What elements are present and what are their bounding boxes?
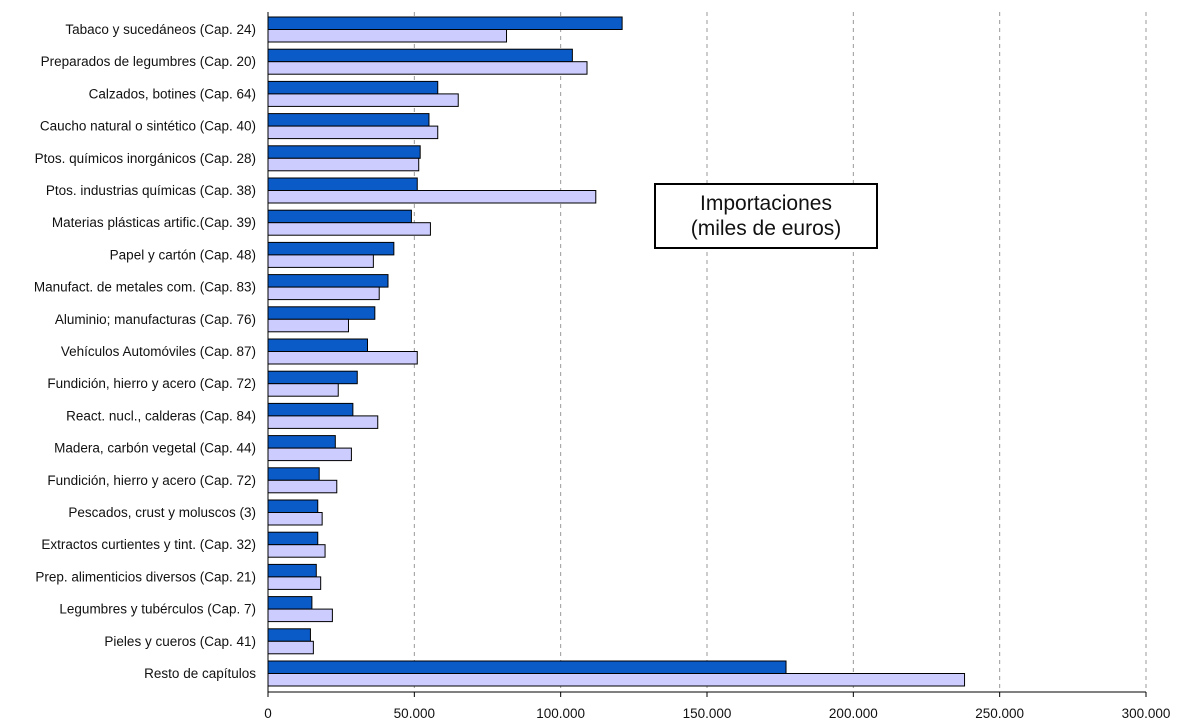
bar-series-1 — [267, 402, 354, 417]
bar-series-2 — [267, 576, 322, 590]
bar-series-1 — [267, 499, 319, 513]
category-label: Preparados de legumbres (Cap. 20) — [41, 54, 256, 69]
bar-series-1 — [267, 209, 412, 224]
bar-series-2 — [267, 640, 314, 655]
category-label: Madera, carbón vegetal (Cap. 44) — [54, 441, 256, 456]
bar-series-2 — [267, 447, 352, 462]
category-label: Pieles y cueros (Cap. 41) — [104, 634, 256, 649]
x-tick-label: 50.000 — [394, 706, 435, 720]
bar-series-1 — [267, 113, 430, 127]
axes — [267, 12, 1147, 697]
category-label: Vehículos Automóviles (Cap. 87) — [61, 344, 256, 359]
bar-series-1 — [267, 306, 376, 320]
category-label: Prep. alimenticios diversos (Cap. 21) — [35, 569, 256, 584]
bar-series-2 — [267, 254, 374, 268]
bar-series-1 — [267, 531, 319, 546]
category-label: Calzados, botines (Cap. 64) — [89, 86, 256, 101]
x-tick-label: 200.000 — [829, 706, 878, 720]
category-label: Tabaco y sucedáneos (Cap. 24) — [65, 22, 256, 37]
bar-series-2 — [267, 222, 431, 236]
bar-series-2 — [267, 157, 420, 172]
bar-series-2 — [267, 29, 508, 43]
bar-series-1 — [267, 16, 623, 30]
category-label: Ptos. químicos inorgánicos (Cap. 28) — [35, 151, 256, 166]
bar-series-2 — [267, 351, 418, 365]
bar-series-2 — [267, 318, 349, 333]
category-label: Papel y cartón (Cap. 48) — [110, 247, 256, 262]
category-label: Aluminio; manufacturas (Cap. 76) — [55, 312, 256, 327]
x-tick-label: 0 — [264, 706, 272, 720]
category-label: Caucho natural o sintético (Cap. 40) — [40, 119, 256, 134]
bar-series-1 — [267, 467, 320, 481]
bar-series-1 — [267, 660, 787, 674]
bar-series-1 — [267, 241, 395, 256]
gridlines — [413, 12, 1147, 692]
category-label: Fundición, hierro y acero (Cap. 72) — [47, 376, 256, 391]
bar-series-2 — [267, 383, 339, 397]
bar-series-2 — [267, 415, 379, 429]
category-label: Pescados, crust y moluscos (3) — [68, 505, 256, 520]
category-label: Legumbres y tubérculos (Cap. 7) — [59, 602, 256, 617]
bar-series-2 — [267, 544, 326, 558]
x-tick-label: 250.000 — [975, 706, 1024, 720]
bar-series-1 — [267, 145, 421, 159]
category-labels: Tabaco y sucedáneos (Cap. 24) Preparados … — [34, 22, 256, 681]
bar-series-2 — [267, 608, 333, 623]
x-tick-label: 100.000 — [536, 706, 585, 720]
chart-title-box: Importaciones (miles de euros) — [654, 183, 878, 249]
category-label: Fundición, hierro y acero (Cap. 72) — [47, 473, 256, 488]
bar-series-2 — [267, 61, 588, 75]
bar-series-2 — [267, 673, 966, 687]
chart-title-line-1: Importaciones — [700, 192, 832, 215]
bar-series-1 — [267, 338, 369, 352]
bar-series-2 — [267, 479, 338, 494]
chart-title-line-2: (miles de euros) — [690, 217, 842, 240]
category-label: Ptos. industrias químicas (Cap. 38) — [46, 183, 256, 198]
bar-series-2 — [267, 93, 459, 107]
bar-series-2 — [267, 512, 323, 526]
x-tick-label: 300.000 — [1122, 706, 1171, 720]
bar-series-1 — [267, 370, 358, 385]
bar-series-1 — [267, 80, 439, 95]
bar-series-1 — [267, 48, 573, 63]
x-tick-label: 150.000 — [683, 706, 732, 720]
bar-series-1 — [267, 596, 313, 610]
bar-series-1 — [267, 628, 311, 642]
bar-series-2 — [267, 286, 380, 301]
bars — [267, 16, 966, 687]
category-label: Materias plásticas artific.(Cap. 39) — [52, 215, 256, 230]
x-tick-labels: 0 50.000 100.000 150.000 200.000 250.000 300.0… — [264, 706, 1170, 720]
bar-series-1 — [267, 177, 418, 191]
category-label: Resto de capítulos — [144, 666, 256, 681]
category-label: Manufact. de metales com. (Cap. 83) — [34, 280, 256, 295]
bar-series-1 — [267, 274, 389, 288]
bar-series-2 — [267, 190, 597, 204]
bar-series-1 — [267, 435, 336, 449]
category-label: React. nucl., calderas (Cap. 84) — [66, 408, 256, 423]
bar-series-2 — [267, 125, 439, 140]
category-label: Extractos curtientes y tint. (Cap. 32) — [41, 537, 256, 552]
bar-series-1 — [267, 563, 317, 578]
